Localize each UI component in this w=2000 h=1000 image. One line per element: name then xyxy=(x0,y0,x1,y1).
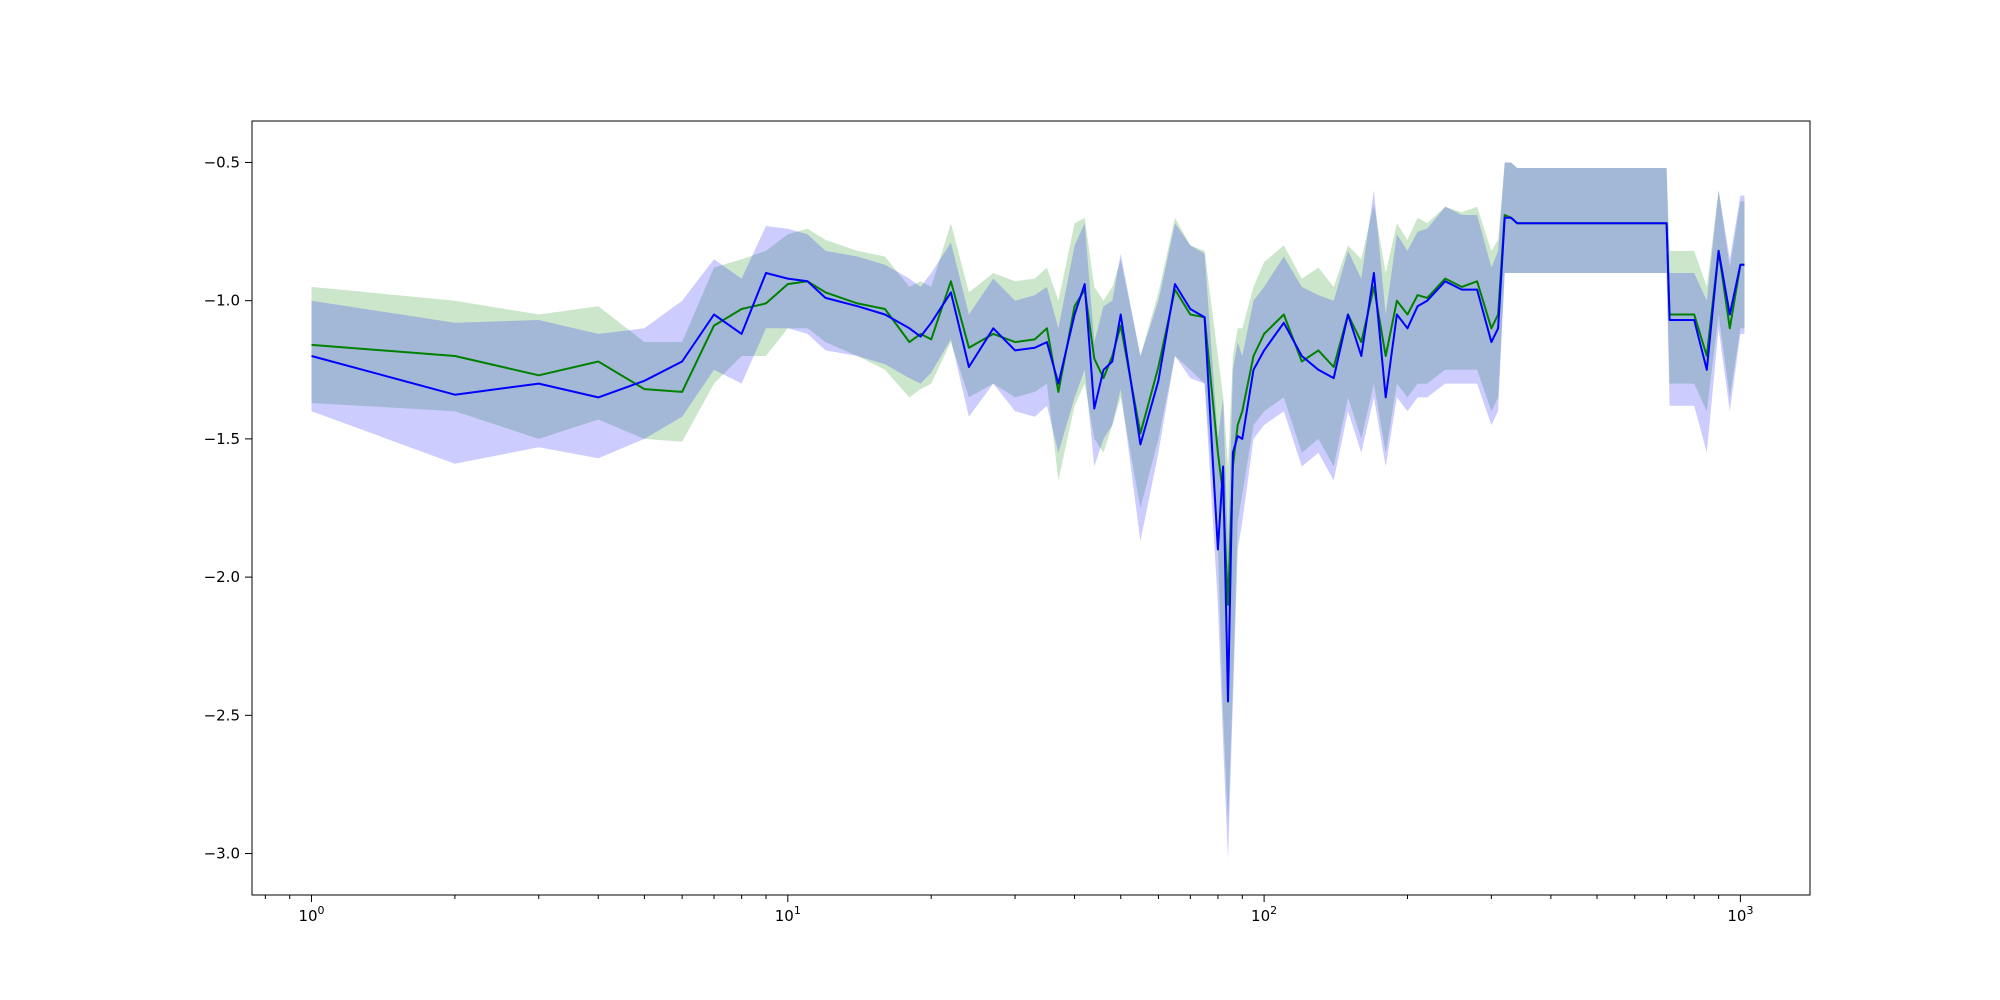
series-2-band xyxy=(311,162,1745,860)
y-tick-label: −2.5 xyxy=(204,706,240,724)
plot-frame xyxy=(251,120,1811,896)
x-tick-label: 103 xyxy=(1727,904,1753,925)
x-tick-label: 100 xyxy=(298,904,324,925)
y-tick-label: −1.0 xyxy=(204,292,240,310)
series-1-band xyxy=(311,162,1745,826)
y-tick-label: −0.5 xyxy=(204,153,240,171)
confidence-bands xyxy=(311,162,1745,860)
y-tick-label: −1.5 xyxy=(204,430,240,448)
x-tick-label: 101 xyxy=(775,904,801,925)
y-tick-label: −3.0 xyxy=(204,845,240,863)
x-axis-ticks: 100 101 102 103 xyxy=(264,895,1753,925)
series-lines xyxy=(311,214,1745,703)
y-axis-ticks: −0.5 −1.0 −1.5 −2.0 −2.5 −3.0 xyxy=(204,153,252,863)
y-tick-label: −2.0 xyxy=(204,568,240,586)
x-tick-label: 102 xyxy=(1251,904,1277,925)
series-2-line xyxy=(311,216,1745,703)
